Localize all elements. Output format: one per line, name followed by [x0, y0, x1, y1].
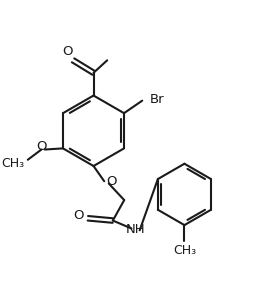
- Text: NH: NH: [126, 223, 145, 236]
- Text: O: O: [62, 45, 73, 58]
- Text: CH₃: CH₃: [1, 157, 24, 170]
- Text: O: O: [106, 175, 117, 188]
- Text: Br: Br: [150, 93, 165, 106]
- Text: CH₃: CH₃: [173, 244, 197, 257]
- Text: O: O: [73, 209, 84, 223]
- Text: O: O: [36, 140, 47, 153]
